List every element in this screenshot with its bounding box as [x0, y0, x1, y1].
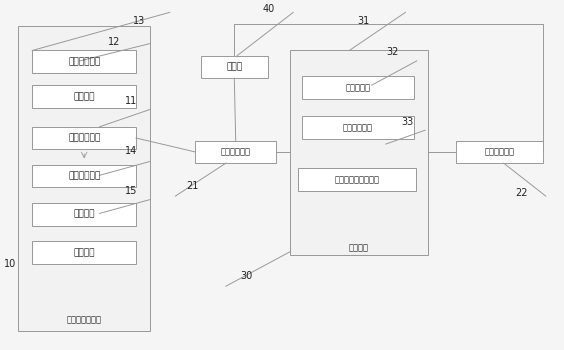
Text: 第一移动终端: 第一移动终端	[221, 147, 251, 156]
Bar	[298, 168, 416, 191]
Text: 11: 11	[125, 96, 137, 106]
Text: 远红外理疗装置: 远红外理疗装置	[67, 315, 102, 324]
Bar	[32, 165, 136, 187]
Text: 远红外辐射板: 远红外辐射板	[68, 133, 100, 142]
Text: 声音模块: 声音模块	[73, 248, 95, 257]
Text: 33: 33	[401, 117, 413, 127]
Text: 40: 40	[262, 4, 275, 14]
Bar	[32, 241, 136, 264]
Bar	[32, 50, 136, 73]
Text: 10: 10	[4, 259, 16, 269]
Text: 14: 14	[125, 146, 137, 156]
Text: 第二蓝牙模块: 第二蓝牙模块	[68, 57, 100, 66]
Bar	[302, 77, 414, 99]
Text: 服务器: 服务器	[226, 62, 243, 71]
Text: 31: 31	[358, 16, 370, 26]
Text: 22: 22	[515, 188, 527, 198]
Bar	[32, 127, 136, 149]
Bar	[18, 26, 150, 331]
Bar	[302, 116, 414, 139]
Text: 15: 15	[125, 186, 137, 196]
Text: 加速度感应计步模块: 加速度感应计步模块	[334, 175, 379, 184]
Text: 12: 12	[108, 37, 120, 47]
Text: 32: 32	[386, 47, 398, 57]
Text: 压力传感器: 压力传感器	[345, 83, 370, 92]
Text: 穿戴装置: 穿戴装置	[349, 243, 369, 252]
Bar	[290, 50, 428, 255]
Text: 第二移动终端: 第二移动终端	[484, 147, 514, 156]
Text: 21: 21	[187, 181, 199, 191]
Text: 13: 13	[133, 16, 146, 26]
Text: 远红外加热板: 远红外加热板	[68, 172, 100, 181]
Bar	[32, 203, 136, 225]
Bar	[456, 141, 543, 163]
Text: 30: 30	[240, 271, 252, 281]
Text: 控制模块: 控制模块	[73, 92, 95, 101]
Text: 第一蓝牙模块: 第一蓝牙模块	[343, 123, 373, 132]
Bar	[201, 56, 268, 78]
Text: 灯光模块: 灯光模块	[73, 210, 95, 219]
Bar	[32, 85, 136, 108]
Bar	[195, 141, 276, 163]
